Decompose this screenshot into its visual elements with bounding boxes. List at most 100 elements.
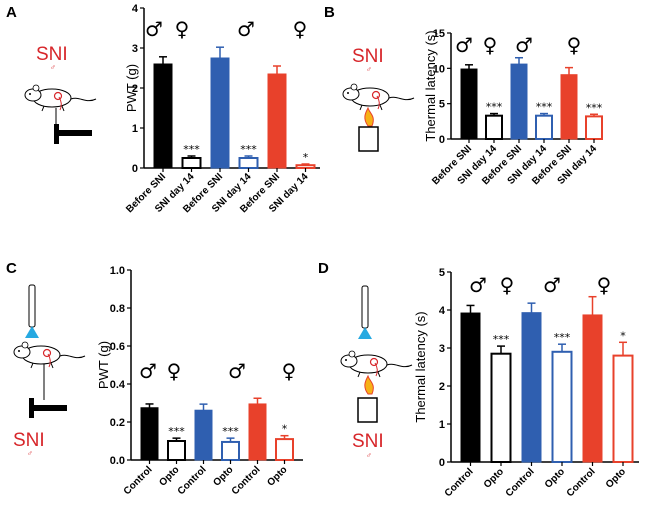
optic-fiber-icon: [28, 284, 36, 328]
male-symbol-icon: ♂: [228, 359, 246, 383]
male-symbol-icon: ♂: [145, 17, 163, 41]
panel-c-letter: C: [6, 260, 17, 277]
flame-icon: [364, 106, 374, 127]
bar: [238, 157, 259, 169]
category-label: Control: [504, 466, 537, 499]
y-tick-label: 0.6: [110, 341, 125, 353]
significance-label: *: [303, 151, 309, 164]
category-label: Opto: [157, 464, 181, 488]
panel-b-illustration: B SNI ♂: [324, 4, 415, 152]
female-symbol-icon: ♀: [483, 33, 498, 57]
category-label: Opto: [543, 466, 567, 490]
mouse-icon: [342, 83, 415, 111]
heat-source-icon: [357, 397, 378, 423]
significance-label: ***: [536, 101, 553, 114]
significance-label: *: [282, 423, 288, 436]
female-symbol-icon: ♀: [293, 17, 308, 41]
panel-d-illustration: D SNI ♂: [318, 260, 413, 460]
significance-label: ***: [554, 331, 571, 344]
y-tick-label: 2: [439, 381, 445, 393]
y-axis-label: Thermal latency (s): [413, 311, 428, 422]
male-symbol-icon: ♂: [237, 17, 255, 41]
bar: [585, 115, 603, 140]
male-symbol-icon: ♂: [515, 33, 533, 57]
male-symbol-icon: ♂: [455, 33, 473, 57]
significance-label: ***: [486, 101, 503, 114]
bar: [551, 350, 573, 463]
bar: [535, 114, 553, 140]
y-tick-label: 10: [433, 63, 445, 75]
mouse-icon: [340, 350, 413, 378]
y-tick-label: 0: [439, 134, 445, 146]
panel-a-illustration: A SNI ♂: [6, 4, 97, 144]
y-tick-label: 0: [132, 163, 138, 175]
panel-a-male-symbol: ♂: [50, 63, 56, 72]
male-symbol-icon: ♂: [139, 359, 157, 383]
bar: [210, 57, 230, 169]
filament-arm-icon: [29, 405, 67, 411]
bar: [153, 63, 173, 169]
panel-b-letter: B: [324, 4, 335, 21]
light-cone-icon: [358, 327, 372, 339]
bar: [582, 314, 603, 463]
bar: [460, 68, 478, 140]
category-label: Control: [565, 466, 598, 499]
y-axis-label: PWT (g): [96, 341, 111, 389]
panel-d-sni-label: SNI: [352, 431, 384, 452]
bar: [460, 312, 481, 463]
bar: [140, 407, 159, 461]
significance-label: *: [620, 329, 626, 342]
category-label: Control: [230, 464, 263, 497]
female-symbol-icon: ♀: [175, 17, 190, 41]
optic-fiber-icon: [361, 285, 369, 329]
y-tick-label: 3: [132, 43, 138, 55]
y-tick-label: 1.0: [110, 265, 125, 277]
y-tick-label: 4: [439, 305, 446, 317]
y-tick-label: 15: [433, 28, 445, 40]
male-symbol-icon: ♂: [469, 273, 487, 297]
bar: [194, 409, 213, 461]
bar: [490, 352, 512, 464]
y-tick-label: 0.2: [110, 417, 125, 429]
y-tick-label: 1: [132, 123, 138, 135]
mouse-icon: [24, 84, 97, 112]
light-cone-icon: [25, 326, 39, 338]
significance-label: ***: [586, 101, 603, 114]
panel-d-letter: D: [318, 260, 329, 277]
filament-arm-icon: [54, 130, 92, 136]
female-symbol-icon: ♀: [567, 33, 582, 57]
female-symbol-icon: ♀: [500, 273, 515, 297]
panel-b-sni-label: SNI: [352, 46, 384, 67]
y-axis-label: Thermal latency (s): [423, 30, 438, 141]
panel-d-male-symbol: ♂: [366, 451, 372, 460]
female-symbol-icon: ♀: [167, 359, 182, 383]
y-tick-label: 5: [439, 99, 445, 111]
bar: [295, 164, 316, 169]
category-label: Opto: [211, 464, 235, 488]
bar: [521, 312, 542, 463]
y-tick-label: 3: [439, 343, 445, 355]
male-symbol-icon: ♂: [543, 273, 561, 297]
y-tick-label: 0: [439, 457, 445, 469]
panel-b-male-symbol: ♂: [366, 65, 372, 74]
y-tick-label: 5: [439, 267, 445, 279]
heat-source-icon: [358, 126, 379, 152]
bar: [560, 74, 578, 140]
bar: [612, 354, 634, 464]
significance-label: ***: [168, 425, 185, 438]
category-label: Control: [176, 464, 209, 497]
bar: [248, 403, 267, 461]
y-tick-label: 0.4: [110, 379, 126, 391]
panel-c-male-symbol: ♂: [27, 449, 33, 458]
bar: [181, 157, 202, 169]
category-label: Opto: [604, 466, 628, 490]
y-tick-label: 0.0: [110, 455, 125, 467]
bar: [275, 438, 294, 462]
flame-icon: [364, 374, 374, 395]
mouse-icon: [13, 341, 86, 369]
category-label: Control: [122, 464, 155, 497]
bar: [510, 63, 528, 140]
